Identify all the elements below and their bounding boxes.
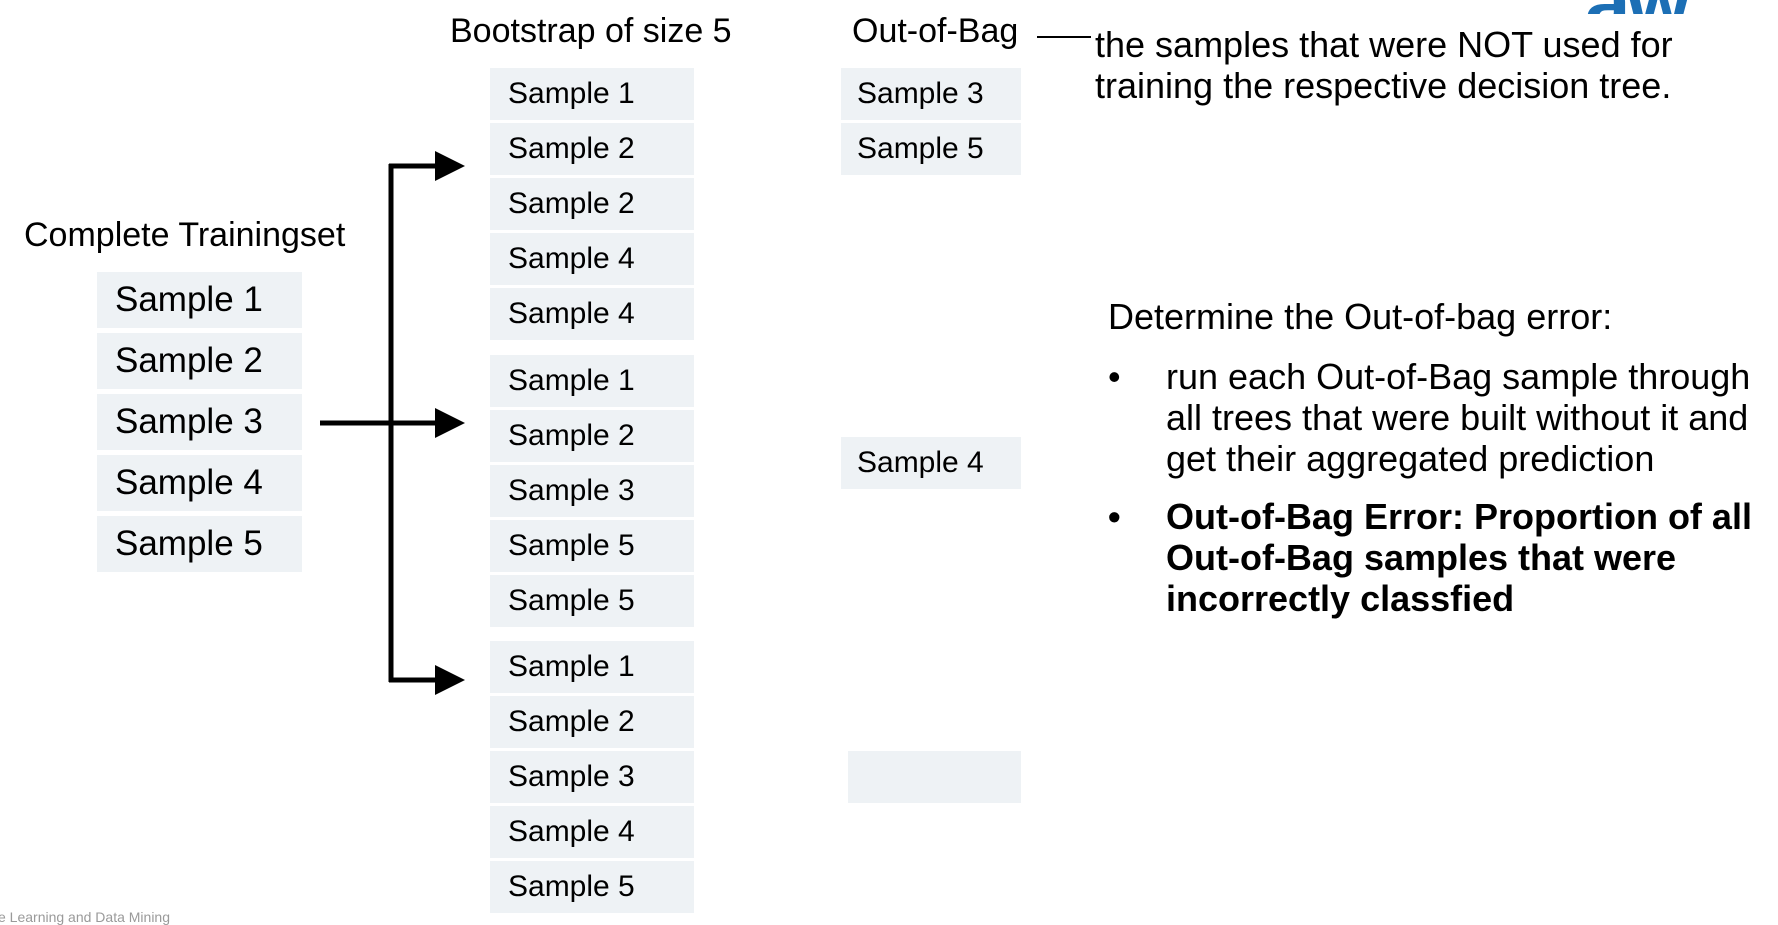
oob-sample: Sample 5	[841, 123, 1021, 175]
bootstrap-header: Bootstrap of size 5	[450, 12, 732, 50]
oob-sample: Sample 3	[841, 68, 1021, 120]
bootstrap-sample: Sample 5	[490, 861, 694, 913]
bootstrap-sample: Sample 4	[490, 806, 694, 858]
bootstrap-sample: Sample 2	[490, 123, 694, 175]
oob-sample-empty	[848, 751, 1021, 803]
bootstrap-sample: Sample 1	[490, 641, 694, 693]
bootstrap-sample: Sample 1	[490, 355, 694, 407]
training-sample: Sample 2	[97, 333, 302, 389]
training-sample: Sample 4	[97, 455, 302, 511]
bullet-item: • run each Out-of-Bag sample through all…	[1108, 356, 1778, 479]
bootstrap-sample: Sample 2	[490, 410, 694, 462]
bullet-text: Out-of-Bag Error: Proportion of all Out-…	[1166, 496, 1752, 619]
bootstrap-sample: Sample 2	[490, 178, 694, 230]
oob-sample: Sample 4	[841, 437, 1021, 489]
bullet-dot: •	[1108, 356, 1121, 397]
training-header: Complete Trainingset	[24, 216, 346, 254]
bootstrap-sample: Sample 3	[490, 465, 694, 517]
oob-error-title: Determine the Out-of-bag error:	[1108, 296, 1613, 337]
bootstrap-sample: Sample 4	[490, 288, 694, 340]
footer-text: e Learning and Data Mining	[0, 909, 171, 925]
oob-connector-line	[1037, 36, 1091, 38]
bullet-text: run each Out-of-Bag sample through all t…	[1166, 356, 1751, 479]
oob-description: the samples that were NOT used for train…	[1095, 24, 1673, 106]
training-sample: Sample 5	[97, 516, 302, 572]
training-sample: Sample 3	[97, 394, 302, 450]
bullet-item: • Out-of-Bag Error: Proportion of all Ou…	[1108, 496, 1778, 619]
oob-header: Out-of-Bag	[852, 12, 1019, 50]
bullet-dot: •	[1108, 496, 1121, 537]
bootstrap-sample: Sample 1	[490, 68, 694, 120]
bootstrap-sample: Sample 5	[490, 520, 694, 572]
bootstrap-sample: Sample 3	[490, 751, 694, 803]
bootstrap-sample: Sample 4	[490, 233, 694, 285]
bootstrap-sample: Sample 5	[490, 575, 694, 627]
bootstrap-sample: Sample 2	[490, 696, 694, 748]
training-sample: Sample 1	[97, 272, 302, 328]
oob-error-bullets: • run each Out-of-Bag sample through all…	[1108, 356, 1778, 636]
logo: aw	[1585, 0, 1715, 14]
